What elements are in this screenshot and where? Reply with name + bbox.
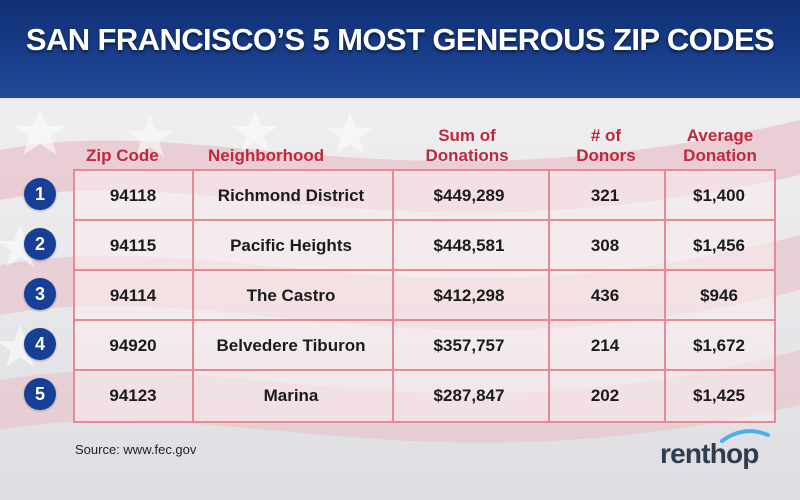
source-note: Source: www.fec.gov xyxy=(75,442,197,457)
header-avg-line1: Average xyxy=(686,126,754,145)
neighborhood-cell: The Castro xyxy=(246,286,336,305)
average-donation-cell: $1,425 xyxy=(693,386,745,405)
sum-donations-cell: $449,289 xyxy=(433,186,505,205)
sum-donations-cell: $287,847 xyxy=(433,386,505,405)
header-donors-line2: Donors xyxy=(576,146,636,165)
roof-icon xyxy=(720,429,770,443)
average-donation-cell: $946 xyxy=(700,286,738,305)
average-donation-cell: $1,672 xyxy=(693,336,745,355)
divider xyxy=(392,171,394,421)
divider xyxy=(192,171,194,421)
divider xyxy=(548,171,550,421)
rank-badge: 1 xyxy=(24,178,56,210)
divider xyxy=(75,269,774,271)
zip-code-cell: 94114 xyxy=(109,286,157,305)
rank-badge: 3 xyxy=(24,278,56,310)
divider xyxy=(664,171,666,421)
header-num-donors: # of Donors xyxy=(548,126,664,166)
header-donors-line1: # of xyxy=(590,126,622,145)
rank-badge: 2 xyxy=(24,228,56,260)
num-donors-cell: 436 xyxy=(590,286,620,305)
divider xyxy=(75,219,774,221)
header-zip-code: Zip Code xyxy=(86,146,159,165)
zip-code-cell: 94920 xyxy=(109,336,157,355)
zip-code-cell: 94123 xyxy=(109,386,157,405)
rank-badge: 5 xyxy=(24,378,56,410)
header-average-donation: Average Donation xyxy=(664,126,776,166)
header-avg-line2: Donation xyxy=(683,146,757,165)
divider xyxy=(75,369,774,371)
zip-code-cell: 94115 xyxy=(109,236,157,255)
sum-donations-cell: $357,757 xyxy=(433,336,505,355)
title-banner xyxy=(0,0,800,98)
page-title: SAN FRANCISCO’S 5 MOST GENEROUS ZIP CODE… xyxy=(25,22,775,57)
renthop-logo: renthop xyxy=(660,429,770,470)
header-sum-line1: Sum of xyxy=(438,126,496,145)
average-donation-cell: $1,456 xyxy=(693,236,745,255)
divider xyxy=(75,319,774,321)
header-neighborhood: Neighborhood xyxy=(208,146,325,165)
sum-donations-cell: $412,298 xyxy=(433,286,505,305)
average-donation-cell: $1,400 xyxy=(693,186,745,205)
num-donors-cell: 308 xyxy=(590,236,620,255)
data-table xyxy=(73,169,776,423)
neighborhood-cell: Pacific Heights xyxy=(230,236,352,255)
zip-code-cell: 94118 xyxy=(109,186,157,205)
header-sum-line2: Donations xyxy=(425,146,509,165)
rank-badge: 4 xyxy=(24,328,56,360)
num-donors-cell: 214 xyxy=(590,336,620,355)
neighborhood-cell: Richmond District xyxy=(217,186,365,205)
header-sum-of-donations: Sum of Donations xyxy=(392,126,542,166)
logo-text: renthop xyxy=(660,438,759,469)
neighborhood-cell: Belvedere Tiburon xyxy=(216,336,366,355)
num-donors-cell: 202 xyxy=(590,386,620,405)
num-donors-cell: 321 xyxy=(590,186,620,205)
neighborhood-cell: Marina xyxy=(263,386,319,405)
sum-donations-cell: $448,581 xyxy=(433,236,505,255)
